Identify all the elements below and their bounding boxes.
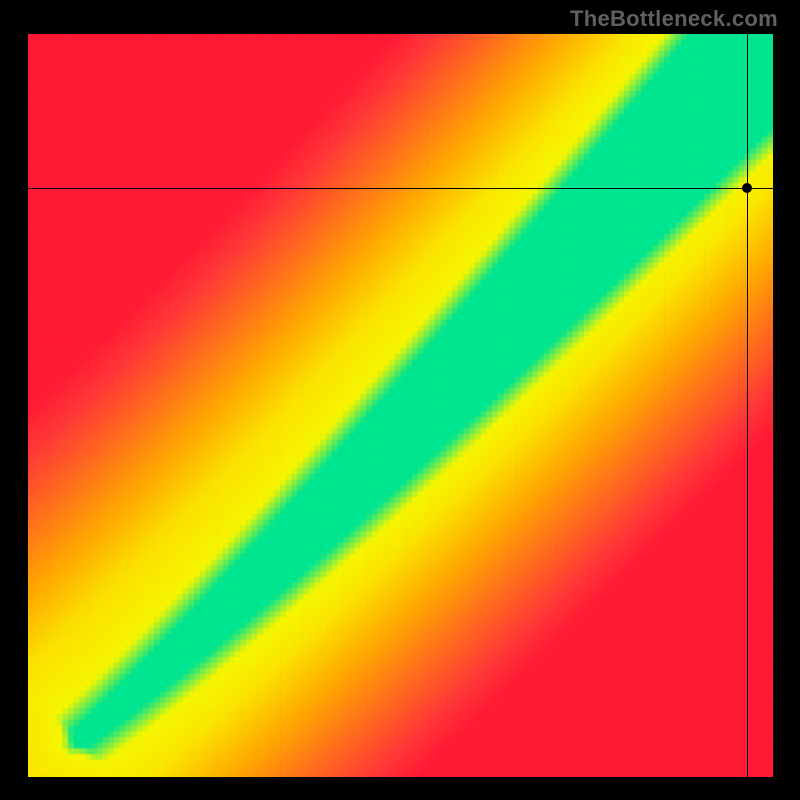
crosshair-marker-dot bbox=[742, 183, 752, 193]
attribution-watermark: TheBottleneck.com bbox=[570, 6, 778, 32]
crosshair-vertical bbox=[747, 34, 748, 777]
crosshair-horizontal bbox=[28, 188, 773, 189]
heatmap-canvas bbox=[28, 34, 773, 777]
figure-root: TheBottleneck.com bbox=[0, 0, 800, 800]
heatmap-plot bbox=[28, 34, 773, 777]
